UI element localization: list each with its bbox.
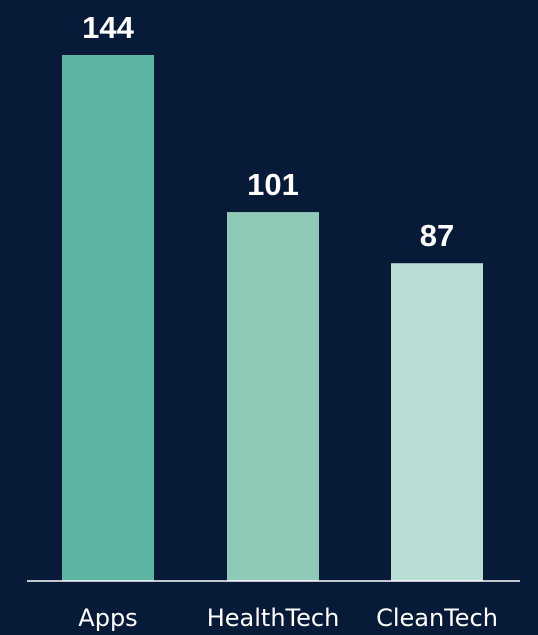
bar-cleantech <box>391 263 483 581</box>
category-label-healthtech: HealthTech <box>207 604 340 632</box>
value-label-apps: 144 <box>82 10 134 45</box>
category-label-cleantech: CleanTech <box>376 604 498 632</box>
value-label-cleantech: 87 <box>420 218 454 253</box>
category-label-apps: Apps <box>78 604 137 632</box>
bar-healthtech <box>227 212 319 581</box>
labels-group: 144 Apps 101 HealthTech 87 CleanTech <box>78 10 498 632</box>
value-label-healthtech: 101 <box>247 167 299 202</box>
bar-apps <box>62 55 154 581</box>
bars-group <box>62 55 483 581</box>
